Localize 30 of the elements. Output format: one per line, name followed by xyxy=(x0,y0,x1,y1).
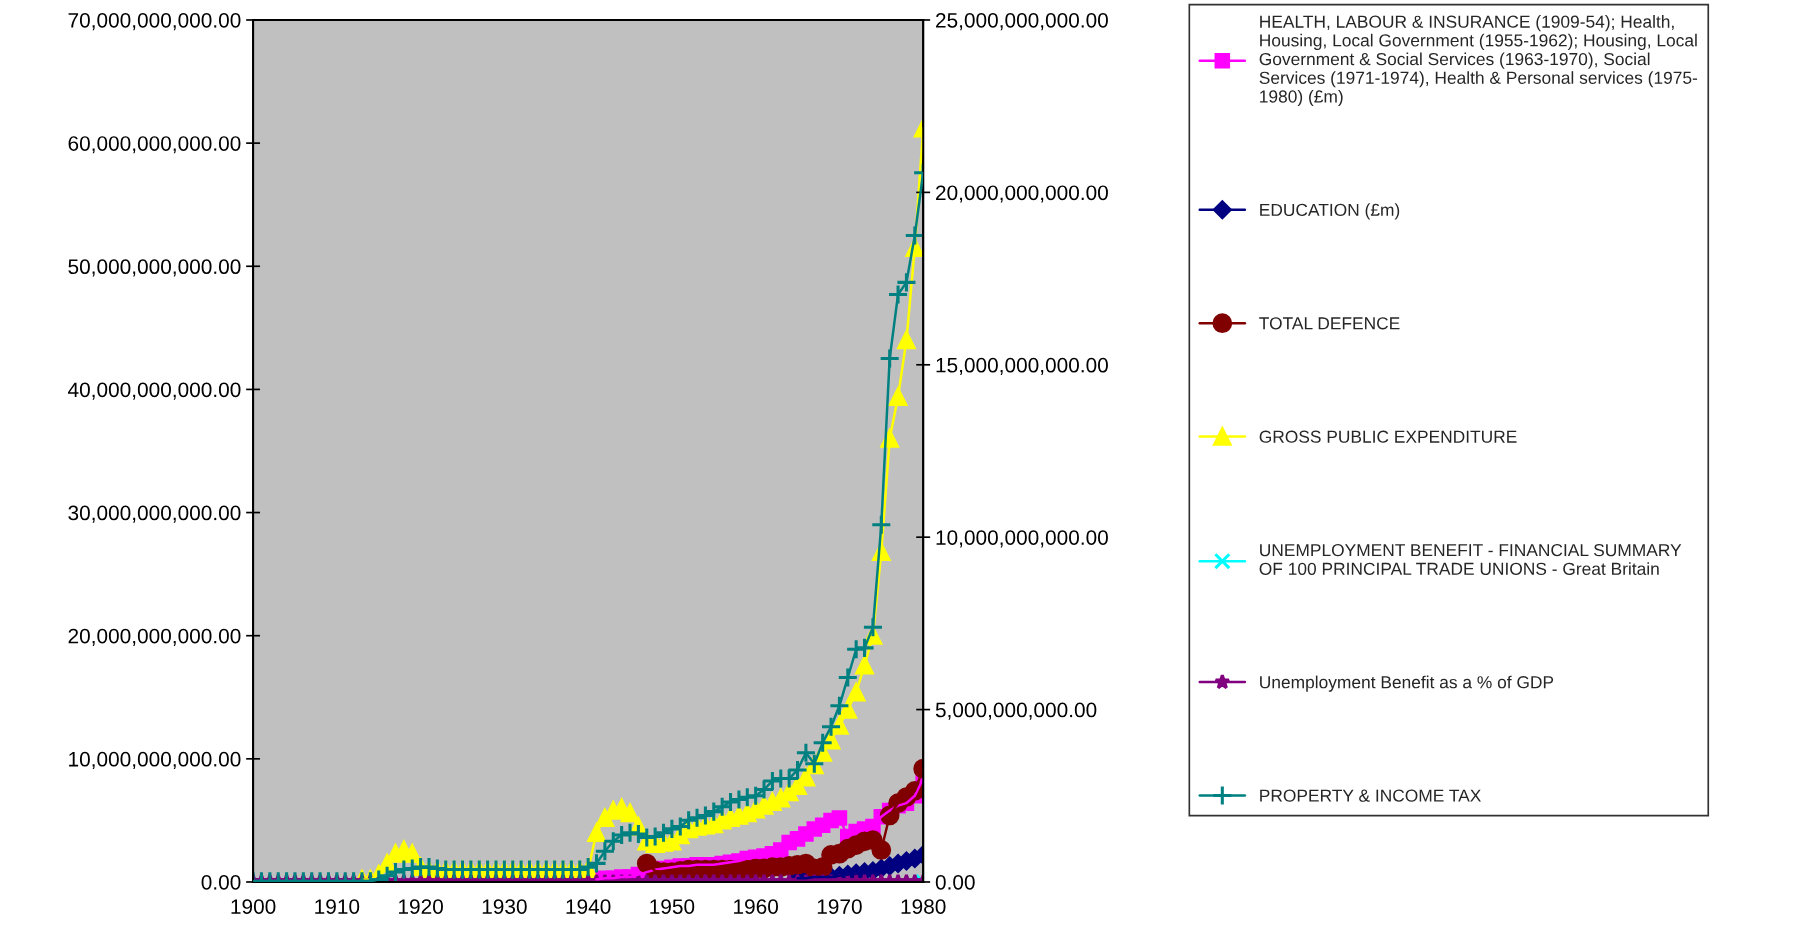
legend-label: EDUCATION (£m) xyxy=(1260,203,1400,220)
y-tick-label: 70,000,000,000.00 xyxy=(68,12,241,31)
y2-tick-label: 5,000,000,000.00 xyxy=(935,702,1097,720)
y2-tick-label: 15,000,000,000.00 xyxy=(936,357,1108,375)
legend-label: UNEMPLOYMENT BENEFIT - FINANCIAL SUMMARY OF 100 PRINCIPAL TRADE UNIONS - Great Britain xyxy=(1259,543,1682,575)
y-tick-label: 40,000,000,000.00 xyxy=(68,382,241,400)
x-tick-label: 1930 xyxy=(482,899,527,914)
x-tick-label: 1940 xyxy=(566,899,611,914)
legend-label: PROPERTY & INCOME TAX xyxy=(1260,789,1481,802)
x-tick-label: 1900 xyxy=(231,899,276,914)
legend-label: GROSS PUBLIC EXPENDITURE xyxy=(1259,430,1517,443)
y-tick-label: 50,000,000,000.00 xyxy=(68,259,241,277)
y-tick-label: 30,000,000,000.00 xyxy=(68,505,241,523)
y2-tick-label: 10,000,000,000.00 xyxy=(936,530,1108,548)
x-tick-label: 1960 xyxy=(734,899,779,914)
x-tick-label: 1920 xyxy=(399,899,443,914)
y2-tick-label: 0.00 xyxy=(935,874,975,890)
x-tick-label: 1950 xyxy=(650,899,695,914)
x-tick-label: 1980 xyxy=(901,899,946,914)
y2-tick-label: 25,000,000,000.00 xyxy=(936,12,1108,31)
legend-label: HEALTH, LABOUR & INSURANCE (1909-54); Health, Housing, Local Government (1955-1962); Housing, Local Government & Social Services (1963-1970), Social Services (1971-1974), Health & Personal services (1975- 1980) (£m) xyxy=(1259,15,1698,107)
y-tick-label: 20,000,000,000.00 xyxy=(68,628,241,646)
y-tick-label: 60,000,000,000.00 xyxy=(68,136,241,154)
x-tick-label: 1970 xyxy=(817,899,862,914)
y2-tick-label: 20,000,000,000.00 xyxy=(936,185,1108,203)
x-tick-label: 1910 xyxy=(315,899,360,914)
legend-label: TOTAL DEFENCE xyxy=(1259,317,1400,330)
legend-label: Unemployment Benefit as a % of GDP xyxy=(1260,675,1554,692)
y-tick-label: 0.00 xyxy=(201,874,241,890)
y-tick-label: 10,000,000,000.00 xyxy=(69,751,241,770)
